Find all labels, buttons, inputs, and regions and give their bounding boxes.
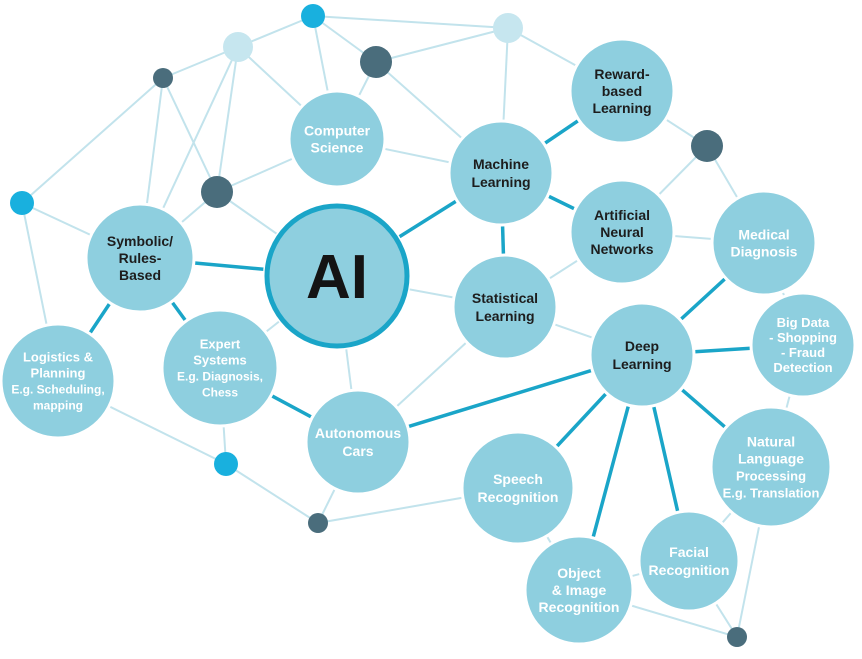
node-facial: Facial Recognition xyxy=(637,509,741,613)
node-facial-line-1: Recognition xyxy=(649,562,730,578)
edge-light-13 xyxy=(21,77,164,204)
node-logistics-line-1: Planning xyxy=(31,366,86,381)
node-big-data-line-2: - Fraud xyxy=(781,345,825,360)
network-dots xyxy=(10,4,747,647)
node-deep-learning-circle xyxy=(588,301,696,409)
dot-dark-3 xyxy=(201,176,233,208)
node-logistics-line-2: E.g. Scheduling, xyxy=(11,383,104,397)
node-medical-diagnosis-circle xyxy=(710,189,818,297)
node-facial-line-0: Facial xyxy=(669,544,709,560)
node-deep-learning-line-0: Deep xyxy=(625,338,659,354)
node-logistics-line-3: mapping xyxy=(33,399,83,413)
node-object-image-line-0: Object xyxy=(557,565,601,581)
dot-bright-3 xyxy=(214,452,238,476)
node-expert-systems-line-1: Systems xyxy=(193,353,246,368)
node-speech-line-1: Recognition xyxy=(478,489,559,505)
node-symbolic-line-2: Based xyxy=(119,267,161,283)
node-symbolic: Symbolic/Rules-Based xyxy=(84,202,196,314)
node-facial-circle xyxy=(637,509,741,613)
node-big-data-line-1: - Shopping xyxy=(769,330,837,345)
node-nlp-line-0: Natural xyxy=(747,434,795,450)
node-symbolic-line-1: Rules- xyxy=(119,250,162,266)
node-object-image-line-1: & Image xyxy=(552,582,607,598)
node-big-data-line-3: Detection xyxy=(773,360,832,375)
node-speech-line-0: Speech xyxy=(493,471,543,487)
node-object-image-circle xyxy=(523,534,635,646)
node-deep-learning: Deep Learning xyxy=(588,301,696,409)
node-statistical: Statistical Learning xyxy=(451,253,559,361)
dot-dark-4 xyxy=(691,130,723,162)
node-big-data-circle xyxy=(749,291,857,399)
node-logistics: Logistics &Planning E.g. Scheduling, mappi… xyxy=(0,322,117,440)
node-expert-systems-line-0: Expert xyxy=(200,337,241,352)
node-speech-circle xyxy=(460,430,576,546)
node-artificial-neural-line-2: Networks xyxy=(590,241,653,257)
node-artificial-neural-line-0: Artificial xyxy=(594,207,650,223)
node-speech: Speech Recognition xyxy=(460,430,576,546)
node-computer-science-line-1: Science xyxy=(311,140,364,156)
node-statistical-circle xyxy=(451,253,559,361)
node-logistics-line-0: Logistics & xyxy=(23,350,93,365)
dot-dark-1 xyxy=(360,46,392,78)
node-artificial-neural-line-1: Neural xyxy=(600,224,644,240)
dot-dark-2 xyxy=(153,68,173,88)
node-nlp-circle xyxy=(709,405,833,529)
node-medical-diagnosis-line-0: Medical xyxy=(738,227,789,243)
node-machine-learning-line-0: Machine xyxy=(473,156,529,172)
dot-pale-2 xyxy=(493,13,523,43)
dot-pale-1 xyxy=(223,32,253,62)
network-nodes: ComputerScienceMachineLearningReward-bas… xyxy=(0,37,857,646)
node-statistical-line-0: Statistical xyxy=(472,290,538,306)
node-symbolic-circle xyxy=(84,202,196,314)
edge-light-12 xyxy=(312,15,509,29)
ai-center-label: AI xyxy=(306,243,368,312)
dot-dark-6 xyxy=(727,627,747,647)
node-expert-systems-line-2: E.g. Diagnosis, xyxy=(177,370,263,384)
node-symbolic-line-0: Symbolic/ xyxy=(107,233,173,249)
node-ai: AI xyxy=(263,202,411,350)
node-autonomous-cars-line-1: Cars xyxy=(342,443,373,459)
node-reward-based-line-2: Learning xyxy=(592,100,651,116)
node-computer-science-line-0: Computer xyxy=(304,123,371,139)
node-logistics-circle xyxy=(0,322,117,440)
node-nlp-line-1: Language xyxy=(738,451,804,467)
node-autonomous-cars: Autonomous Cars xyxy=(304,388,412,496)
dot-bright-1 xyxy=(301,4,325,28)
ai-center-circle xyxy=(264,203,410,349)
node-computer-science-circle xyxy=(287,89,387,189)
edge-light-7 xyxy=(375,27,509,63)
node-reward-based-line-1: based xyxy=(602,83,642,99)
node-expert-systems-line-3: Chess xyxy=(202,386,238,400)
node-machine-learning-line-1: Learning xyxy=(471,174,530,190)
node-autonomous-cars-line-0: Autonomous xyxy=(315,425,402,441)
edge-light-15 xyxy=(162,77,218,193)
node-expert-systems-circle xyxy=(160,308,280,428)
node-big-data-line-0: Big Data xyxy=(777,315,831,330)
node-reward-based-line-0: Reward- xyxy=(594,66,650,82)
node-machine-learning-circle xyxy=(447,119,555,227)
edge-light-6 xyxy=(216,46,239,193)
node-statistical-line-1: Learning xyxy=(475,308,534,324)
node-artificial-neural-circle xyxy=(568,178,676,286)
node-medical-diagnosis-line-1: Diagnosis xyxy=(731,244,798,260)
edge-light-35 xyxy=(225,463,319,524)
node-deep-learning-line-1: Learning xyxy=(612,356,671,372)
node-nlp-line-3: E.g. Translation xyxy=(723,486,820,501)
node-object-image-line-2: Recognition xyxy=(539,599,620,615)
node-reward-based-circle xyxy=(568,37,676,145)
dot-dark-5 xyxy=(308,513,328,533)
node-autonomous-cars-circle xyxy=(304,388,412,496)
node-nlp-line-2: Processing xyxy=(736,469,806,484)
dot-bright-2 xyxy=(10,191,34,215)
node-machine-learning: Machine Learning xyxy=(447,119,555,227)
